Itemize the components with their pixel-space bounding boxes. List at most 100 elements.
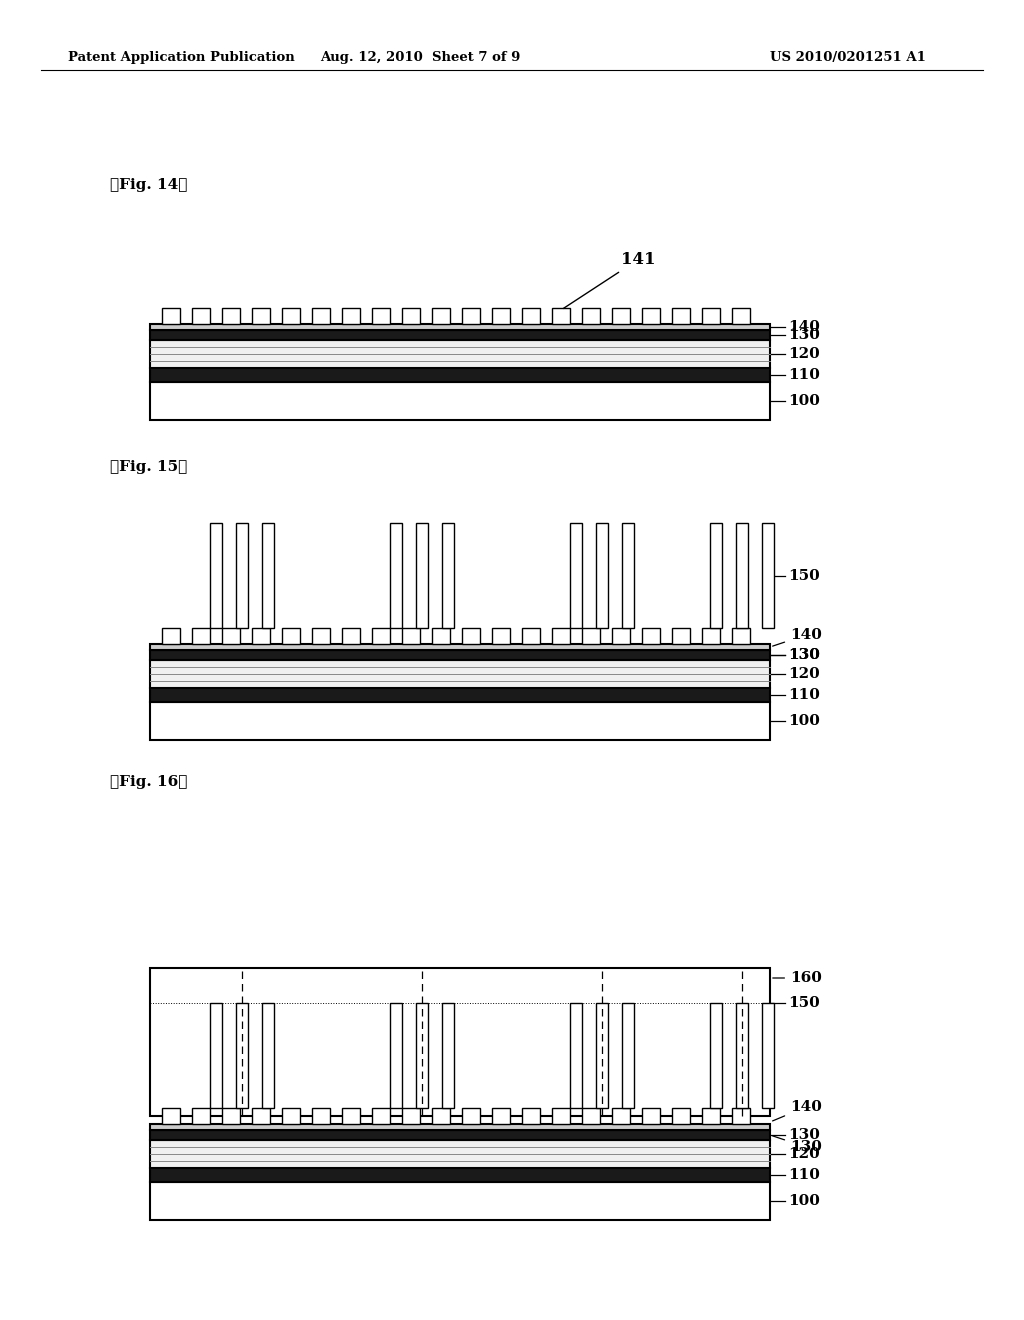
Bar [252, 628, 270, 644]
Bar [642, 628, 660, 644]
Bar [150, 702, 770, 741]
Bar [162, 628, 180, 644]
Bar [736, 523, 748, 628]
Bar [416, 1003, 428, 1107]
Bar [582, 1107, 600, 1125]
Bar [762, 1003, 774, 1107]
Bar [702, 1107, 720, 1125]
Bar [236, 1003, 248, 1107]
Bar [710, 1003, 722, 1107]
Bar [210, 523, 222, 628]
Bar [402, 308, 420, 323]
Text: 『Fig. 14』: 『Fig. 14』 [110, 178, 187, 191]
Bar [570, 1003, 582, 1107]
Bar [622, 523, 634, 628]
Bar [416, 523, 428, 628]
Bar [342, 308, 360, 323]
Bar [402, 1107, 420, 1125]
Bar [193, 308, 210, 323]
Bar [462, 628, 480, 644]
Bar [150, 1130, 770, 1140]
Text: 130: 130 [788, 327, 820, 342]
Bar [442, 1003, 454, 1107]
Bar [312, 628, 330, 644]
Bar [582, 628, 600, 644]
Bar [642, 308, 660, 323]
Text: 120: 120 [788, 1147, 820, 1162]
Bar [432, 628, 450, 644]
Text: 110: 110 [788, 1168, 820, 1181]
Bar [222, 308, 240, 323]
Bar [222, 1107, 240, 1125]
Bar [570, 523, 582, 628]
Bar [372, 628, 390, 644]
Bar [150, 1168, 770, 1181]
Bar [442, 523, 454, 628]
Bar [150, 1125, 770, 1130]
Bar [390, 1003, 402, 1107]
Bar [282, 308, 300, 323]
Text: 141: 141 [563, 251, 655, 309]
Bar [402, 628, 420, 644]
Bar [492, 308, 510, 323]
Bar [390, 523, 402, 628]
Bar [150, 644, 770, 649]
Text: 150: 150 [788, 569, 820, 582]
Bar [596, 1003, 608, 1107]
Text: 130: 130 [788, 648, 820, 663]
Bar [282, 628, 300, 644]
Text: 『Fig. 15』: 『Fig. 15』 [110, 459, 187, 474]
Text: 110: 110 [788, 688, 820, 702]
Bar [462, 308, 480, 323]
Bar [312, 1107, 330, 1125]
Bar [236, 523, 248, 628]
Bar [672, 1107, 690, 1125]
Bar [552, 1107, 570, 1125]
Bar [672, 628, 690, 644]
Bar [252, 1107, 270, 1125]
Bar [312, 308, 330, 323]
Text: 120: 120 [788, 667, 820, 681]
Text: 100: 100 [788, 1195, 820, 1208]
Bar [432, 1107, 450, 1125]
Bar [552, 628, 570, 644]
Text: 120: 120 [788, 347, 820, 360]
Bar [150, 660, 770, 688]
Bar [612, 1107, 630, 1125]
Bar [193, 1107, 210, 1125]
Bar [150, 968, 770, 1115]
Bar [162, 1107, 180, 1125]
Bar [372, 308, 390, 323]
Bar [622, 1003, 634, 1107]
Text: 140: 140 [788, 319, 820, 334]
Bar [762, 523, 774, 628]
Bar [612, 308, 630, 323]
Bar [522, 308, 540, 323]
Bar [702, 628, 720, 644]
Bar [210, 1003, 222, 1107]
Bar [150, 330, 770, 341]
Bar [262, 1003, 274, 1107]
Text: 130: 130 [788, 648, 820, 663]
Bar [150, 323, 770, 330]
Bar [702, 308, 720, 323]
Bar [150, 649, 770, 660]
Text: Aug. 12, 2010  Sheet 7 of 9: Aug. 12, 2010 Sheet 7 of 9 [319, 51, 520, 65]
Text: 110: 110 [788, 368, 820, 381]
Bar [222, 628, 240, 644]
Bar [582, 308, 600, 323]
Bar [162, 308, 180, 323]
Bar [552, 308, 570, 323]
Bar [150, 368, 770, 381]
Bar [193, 628, 210, 644]
Text: 130: 130 [788, 1129, 820, 1142]
Bar [282, 1107, 300, 1125]
Bar [150, 341, 770, 368]
Bar [432, 308, 450, 323]
Bar [522, 1107, 540, 1125]
Bar [342, 1107, 360, 1125]
Bar [642, 1107, 660, 1125]
Text: 130: 130 [773, 1137, 822, 1154]
Bar [150, 381, 770, 420]
Bar [150, 1181, 770, 1220]
